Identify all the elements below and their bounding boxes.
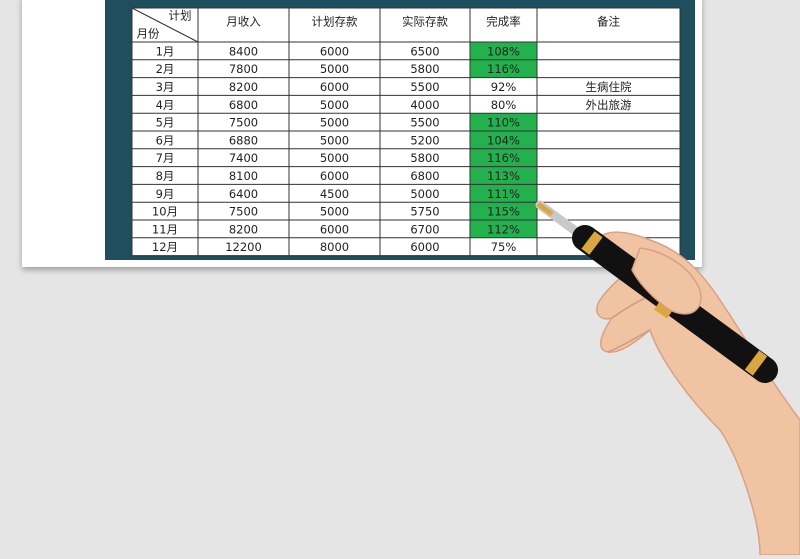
cell: 生病住院	[586, 80, 632, 94]
cell: 5000	[410, 187, 439, 201]
cell: 6000	[320, 222, 349, 236]
highlight-cell	[470, 166, 537, 185]
cell: 4500	[320, 187, 349, 201]
highlight-cell	[470, 113, 537, 131]
hand-illustration	[535, 200, 800, 556]
cell: 5800	[410, 62, 439, 76]
cell: 8100	[229, 169, 258, 183]
cell: 80%	[491, 98, 517, 112]
cell: 115%	[487, 205, 520, 219]
cell: 5000	[320, 133, 349, 147]
cell: 6700	[410, 222, 439, 236]
cell: 3月	[156, 80, 175, 94]
cell: 111%	[487, 187, 520, 201]
highlight-cell	[470, 59, 537, 78]
cell: 113%	[487, 169, 520, 183]
header-cell: 完成率	[486, 15, 521, 29]
cell: 7500	[229, 116, 258, 130]
cell: 6000	[320, 169, 349, 183]
highlight-cell	[470, 42, 537, 60]
cell: 8000	[320, 240, 349, 254]
cell: 5750	[410, 205, 439, 219]
cell: 5月	[156, 116, 175, 130]
cell: 4月	[156, 98, 175, 112]
cell: 5000	[320, 98, 349, 112]
cell: 92%	[491, 80, 517, 94]
cell: 4000	[410, 98, 439, 112]
cell: 5000	[320, 151, 349, 165]
cell: 7月	[156, 151, 175, 165]
cell: 8200	[229, 80, 258, 94]
cell: 1月	[156, 44, 175, 58]
header-cell: 实际存款	[402, 15, 448, 29]
cell: 8月	[156, 169, 175, 183]
cell: 108%	[487, 44, 520, 58]
highlight-cell	[470, 184, 537, 203]
cell: 110%	[487, 116, 520, 130]
header-cell: 计划存款	[312, 15, 358, 29]
cell: 5000	[320, 205, 349, 219]
cell: 5500	[410, 80, 439, 94]
cell: 6500	[410, 44, 439, 58]
cell: 7800	[229, 62, 258, 76]
cell: 75%	[491, 240, 517, 254]
highlight-cell	[470, 131, 537, 149]
cell: 外出旅游	[586, 98, 632, 112]
cell: 12月	[152, 240, 178, 254]
cell: 8200	[229, 222, 258, 236]
cell: 5200	[410, 133, 439, 147]
cell: 5000	[320, 116, 349, 130]
cell: 6000	[320, 44, 349, 58]
cell: 6400	[229, 187, 258, 201]
corner-top: 计划	[169, 9, 192, 23]
cell: 8400	[229, 44, 258, 58]
cell: 5800	[410, 151, 439, 165]
cell: 11月	[152, 222, 178, 236]
cell: 6月	[156, 133, 175, 147]
table: 1月 8400 6000 6500 108% 2月 7800 5000 5800 116% 3月 82…	[131, 7, 681, 257]
highlight-cell	[470, 148, 537, 167]
header-cell: 备注	[597, 15, 620, 29]
corner-bottom: 月份	[137, 27, 160, 41]
cell: 6000	[320, 80, 349, 94]
cell: 10月	[152, 205, 178, 219]
cell: 6000	[410, 240, 439, 254]
cell: 116%	[487, 151, 520, 165]
cell: 9月	[156, 187, 175, 201]
cell: 12200	[225, 240, 262, 254]
cell: 5500	[410, 116, 439, 130]
diagonal	[131, 7, 199, 43]
cell: 6800	[410, 169, 439, 183]
cell: 2月	[156, 62, 175, 76]
highlight-cell	[470, 220, 537, 238]
highlight-cell	[470, 202, 537, 220]
header-cell: 月收入	[226, 15, 261, 29]
cell: 104%	[487, 133, 520, 147]
cell: 6880	[229, 133, 258, 147]
table-bg	[132, 8, 680, 256]
cell: 5000	[320, 62, 349, 76]
cell: 6800	[229, 98, 258, 112]
cell: 7400	[229, 151, 258, 165]
cell: 116%	[487, 62, 520, 76]
cell: 112%	[487, 222, 520, 236]
cell: 7500	[229, 205, 258, 219]
